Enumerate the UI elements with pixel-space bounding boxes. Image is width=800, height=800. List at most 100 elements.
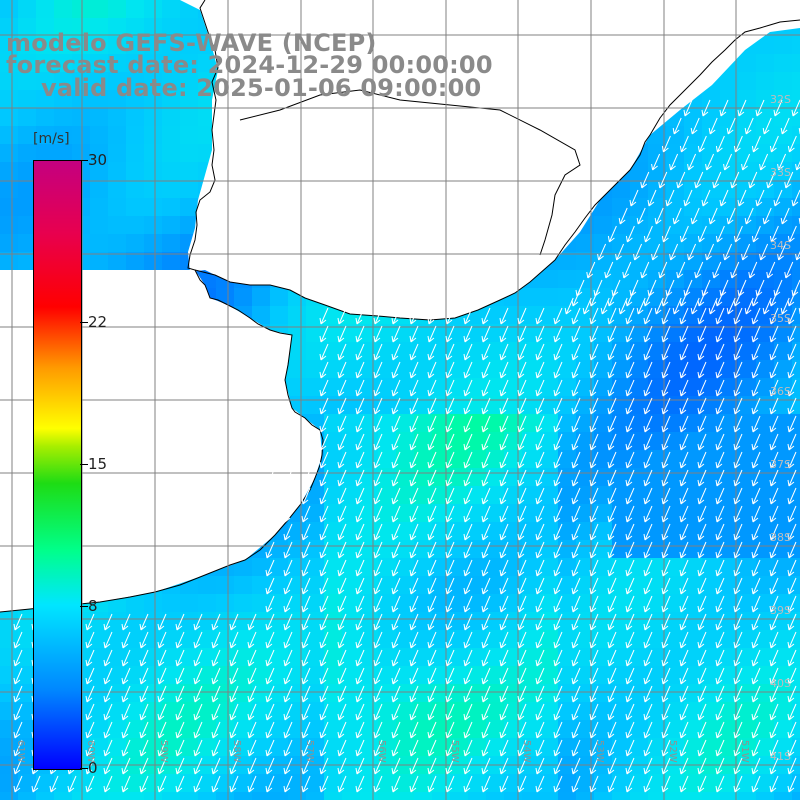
wind-speed-cell [0, 144, 18, 162]
wind-arrow [651, 153, 661, 171]
wind-speed-cell [594, 684, 612, 702]
wind-arrow [463, 307, 473, 325]
wind-arrow [373, 541, 383, 559]
wind-arrow [535, 775, 545, 793]
wind-speed-cell [684, 324, 702, 342]
wind-arrow [283, 631, 293, 649]
wind-speed-cell [72, 126, 90, 144]
wind-speed-cell [144, 36, 162, 54]
wind-speed-cell [306, 594, 324, 612]
wind-arrow [319, 775, 329, 793]
wind-speed-cell [792, 306, 800, 324]
wind-arrow [193, 721, 203, 739]
wind-arrow [175, 631, 185, 649]
wind-arrow [355, 667, 365, 685]
wind-speed-cell [144, 126, 162, 144]
wind-arrow [301, 595, 311, 613]
wind-speed-cell [792, 702, 800, 720]
wind-speed-cell [576, 630, 594, 648]
wind-arrow [283, 595, 293, 613]
wind-arrow [139, 667, 149, 685]
wind-speed-cell [612, 324, 630, 342]
wind-speed-cell [216, 702, 234, 720]
wind-speed-cell [144, 144, 162, 162]
wind-arrow [643, 757, 653, 775]
wind-arrow [13, 631, 23, 649]
wind-speed-cell [630, 576, 648, 594]
wind-speed-cell [738, 396, 756, 414]
wind-speed-cell [126, 648, 144, 666]
wind-arrow [301, 721, 311, 739]
wind-speed-cell [360, 378, 378, 396]
wind-arrow [636, 207, 646, 225]
wind-speed-cell [90, 198, 108, 216]
wind-speed-cell [702, 648, 720, 666]
wind-arrow [607, 505, 617, 523]
wind-speed-cell [504, 702, 522, 720]
wind-speed-cell [630, 630, 648, 648]
wind-speed-cell [630, 342, 648, 360]
wind-arrow [139, 685, 149, 703]
wind-arrow [697, 469, 707, 487]
wind-speed-cell [342, 684, 360, 702]
wind-arrow [571, 379, 581, 397]
wind-speed-cell [594, 522, 612, 540]
wind-speed-cell [612, 450, 630, 468]
wind-speed-cell [558, 288, 576, 306]
wind-speed-cell [90, 126, 108, 144]
wind-speed-cell [180, 126, 198, 144]
wind-speed-cell [36, 90, 54, 108]
wind-arrow [719, 189, 729, 207]
wind-arrow [517, 757, 527, 775]
wind-arrow [701, 279, 711, 297]
wind-arrow [283, 451, 293, 469]
wind-speed-cell [702, 558, 720, 576]
wind-arrow [391, 721, 401, 739]
wind-speed-cell [288, 378, 306, 396]
wind-arrow [679, 361, 689, 379]
wind-speed-cell [90, 90, 108, 108]
wind-arrow [679, 577, 689, 595]
wind-arrow [751, 469, 761, 487]
wind-arrow [777, 243, 787, 261]
wind-arrow [679, 613, 689, 631]
wind-speed-cell [594, 288, 612, 306]
wind-speed-cell [666, 162, 684, 180]
wind-speed-cell [180, 702, 198, 720]
colorbar-tick [80, 768, 88, 769]
wind-arrow [175, 613, 185, 631]
wind-speed-cell [90, 180, 108, 198]
wind-speed-cell [0, 252, 18, 270]
wind-speed-cell [36, 126, 54, 144]
wind-speed-cell [486, 558, 504, 576]
wind-arrow [733, 577, 743, 595]
wind-arrow [535, 685, 545, 703]
wind-speed-cell [468, 684, 486, 702]
wind-arrow [409, 487, 419, 505]
wind-speed-cell [108, 36, 126, 54]
wind-speed-cell [594, 594, 612, 612]
wind-speed-cell [90, 738, 108, 756]
wind-speed-cell [738, 684, 756, 702]
wind-speed-cell [612, 180, 630, 198]
wind-speed-cell [468, 666, 486, 684]
wind-speed-cell [558, 522, 576, 540]
wind-arrow [391, 649, 401, 667]
wind-speed-cell [180, 612, 198, 630]
wind-speed-cell [252, 648, 270, 666]
wind-arrow [463, 469, 473, 487]
colorbar-unit: [m/s] [33, 131, 70, 147]
wind-speed-cell [612, 486, 630, 504]
wind-speed-cell [306, 378, 324, 396]
wind-speed-cell [684, 126, 702, 144]
wind-speed-cell [450, 792, 468, 800]
wind-speed-cell [756, 360, 774, 378]
wind-arrow [517, 703, 527, 721]
wind-arrow [85, 649, 95, 667]
wind-speed-cell [702, 450, 720, 468]
wind-speed-cell [792, 324, 800, 342]
wind-speed-cell [432, 792, 450, 800]
latitude-label: 39S [770, 604, 791, 617]
wind-arrow [481, 721, 491, 739]
wind-speed-cell [360, 342, 378, 360]
